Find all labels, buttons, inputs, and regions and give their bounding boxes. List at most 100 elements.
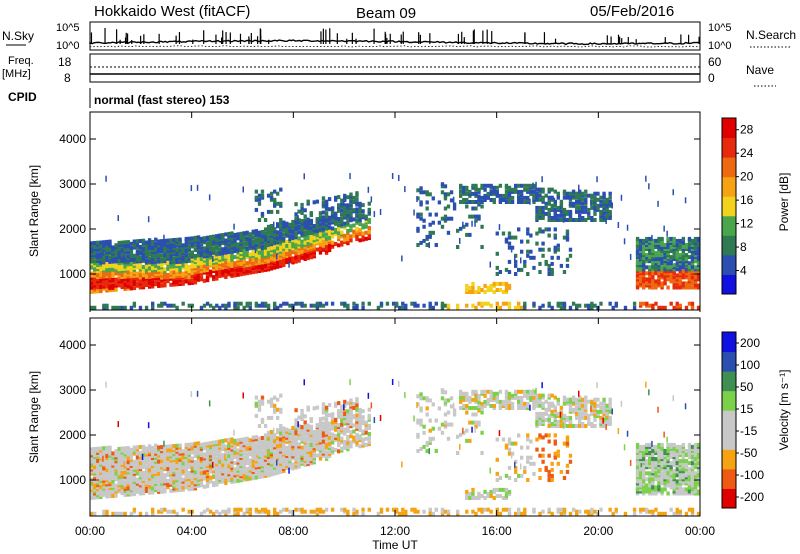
velocity-cell	[343, 412, 347, 416]
velocity-cell	[108, 445, 112, 450]
power-cell	[303, 208, 307, 213]
power-cell	[327, 235, 332, 240]
power-cell	[672, 279, 676, 284]
power-cell	[498, 281, 503, 286]
power-cell	[355, 201, 359, 206]
velocity-cell	[294, 408, 298, 413]
velocity-cell	[175, 443, 179, 448]
power-cell	[361, 301, 365, 306]
power-cell	[291, 303, 295, 308]
velocity-cell	[120, 446, 124, 451]
power-cell	[157, 281, 161, 286]
power-cell	[507, 305, 512, 310]
power-cell	[645, 236, 649, 241]
velocity-cell	[132, 482, 137, 486]
power-cell	[562, 195, 567, 200]
power-cell	[99, 281, 103, 285]
velocity-cell	[199, 459, 204, 463]
power-cell	[681, 261, 686, 266]
power-cell	[532, 301, 536, 306]
power-cell	[154, 280, 158, 285]
power-cell	[669, 236, 673, 241]
power-cell	[575, 209, 579, 214]
velocity-cell	[248, 464, 252, 469]
power-cell	[510, 189, 515, 194]
power-cell	[181, 255, 185, 260]
power-cell	[297, 230, 301, 235]
power-cell	[654, 279, 658, 284]
power-cell	[575, 303, 579, 308]
velocity-cell	[379, 507, 384, 512]
velocity-cell	[93, 511, 97, 516]
power-cell	[690, 249, 695, 254]
power-cell	[288, 237, 292, 241]
velocity-cell	[187, 442, 191, 447]
power-cell	[459, 193, 463, 198]
velocity-cell	[233, 507, 237, 512]
velocity-cell	[285, 452, 289, 456]
power-cell	[672, 263, 676, 268]
power-cell	[590, 199, 594, 204]
power-cell	[300, 202, 304, 207]
velocity-cell	[446, 398, 451, 403]
velocity-cell	[340, 436, 344, 441]
power-cell	[111, 269, 115, 274]
power-cell	[693, 259, 698, 264]
power-cell	[495, 265, 499, 270]
power-cell	[361, 237, 365, 242]
velocity-cell	[163, 463, 167, 468]
power-cell	[687, 283, 692, 288]
power-cell	[459, 189, 463, 194]
velocity-cell	[282, 446, 286, 451]
power-cell	[123, 276, 127, 281]
power-cell	[648, 259, 652, 264]
power-cell	[138, 285, 143, 290]
power-cell	[205, 266, 210, 271]
power-cell	[593, 211, 597, 216]
velocity-cell	[215, 440, 219, 445]
velocity-cell	[175, 484, 179, 489]
power-cell	[334, 212, 338, 216]
power-cell	[273, 265, 277, 270]
power-cell	[367, 201, 371, 206]
velocity-cell	[193, 445, 198, 450]
power-cell	[218, 247, 222, 252]
velocity-cell	[102, 511, 106, 516]
velocity-cell	[431, 436, 435, 441]
power-cell	[642, 245, 646, 249]
power-cell	[693, 236, 698, 241]
power-cell	[684, 253, 689, 258]
velocity-cell	[276, 511, 280, 516]
power-cell	[575, 305, 579, 310]
power-cell	[477, 288, 481, 292]
power-cell	[623, 305, 628, 310]
power-cell	[550, 261, 554, 266]
velocity-cell	[169, 448, 173, 453]
power-cell	[141, 283, 146, 288]
power-cell	[334, 227, 338, 232]
power-cell	[364, 224, 368, 229]
power-cell	[678, 283, 682, 288]
velocity-cell	[129, 480, 134, 485]
noise-search-line	[89, 45, 701, 48]
power-cell	[239, 264, 243, 269]
velocity-cell	[224, 454, 226, 460]
power-cell	[587, 305, 591, 310]
velocity-cell	[330, 432, 335, 437]
velocity-cell	[251, 441, 255, 446]
velocity-cell	[285, 435, 289, 440]
velocity-cell	[297, 424, 301, 429]
power-cell	[608, 209, 612, 214]
power-cell	[370, 196, 373, 203]
power-cell	[355, 207, 359, 212]
velocity-cell	[266, 430, 271, 435]
velocity-cell	[456, 509, 460, 514]
velocity-cell	[443, 412, 448, 417]
power-cell	[99, 248, 103, 253]
velocity-cell	[263, 433, 268, 438]
power-cell	[696, 273, 701, 278]
power-cell	[456, 305, 460, 310]
power-cell	[151, 268, 155, 273]
power-cell	[501, 290, 506, 294]
